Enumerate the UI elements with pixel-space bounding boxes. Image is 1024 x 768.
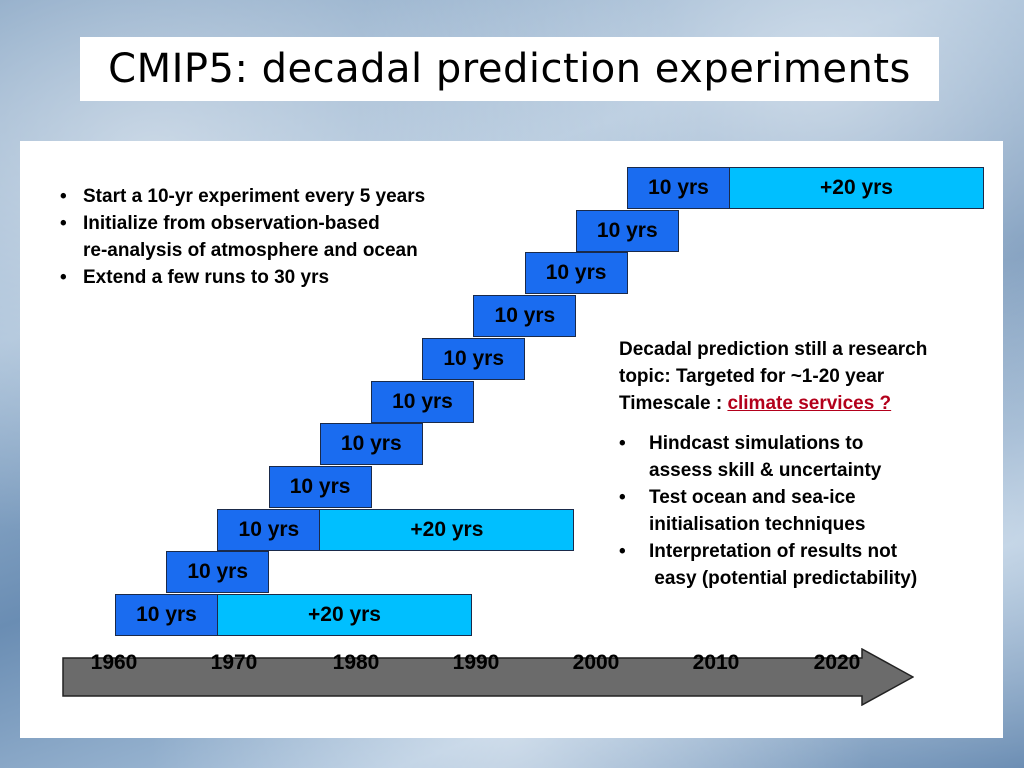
run-bar: 10 yrs <box>268 465 372 508</box>
bullet-text: Test ocean and sea-ice <box>649 487 856 508</box>
run-bar: 10 yrs <box>371 380 474 423</box>
timeline-arrow <box>62 648 914 706</box>
year-label: 1990 <box>452 651 500 674</box>
year-label: 2010 <box>692 651 740 674</box>
bullet-text: Extend a few runs to 30 yrs <box>83 267 330 288</box>
bullet-item: Hindcast simulations to assess skill & un… <box>619 430 1019 484</box>
bullet-text-continuation: re-analysis of atmosphere and ocean <box>83 240 418 261</box>
bullet-text-continuation: easy (potential predictability) <box>649 568 918 589</box>
bullet-text: Start a 10-yr experiment every 5 years <box>83 186 426 207</box>
year-label: 1970 <box>210 651 258 674</box>
bullet-text: Hindcast simulations to <box>649 433 864 454</box>
extension-bar: +20 yrs <box>319 508 575 551</box>
note-line: topic: Targeted for ~1-20 year <box>619 366 885 387</box>
bullet-text-continuation: assess skill & uncertainty <box>649 460 882 481</box>
highlight-text: climate services ? <box>727 393 892 414</box>
right-bullet-list: Hindcast simulations to assess skill & un… <box>619 430 1019 592</box>
left-bullet-list: Start a 10-yr experiment every 5 years I… <box>56 183 516 291</box>
run-bar: 10 yrs <box>524 252 628 295</box>
bullet-text: Initialize from observation-based <box>83 213 380 234</box>
note-prefix: Timescale : <box>619 393 728 414</box>
bullet-text: Interpretation of results not <box>649 541 898 562</box>
year-label: 2020 <box>813 651 861 674</box>
year-label: 2000 <box>572 651 620 674</box>
bullet-item: Initialize from observation-based re-anal… <box>56 210 516 264</box>
run-bar: 10 yrs <box>217 508 321 551</box>
run-bar: 10 yrs <box>115 594 218 636</box>
year-label: 1980 <box>332 651 380 674</box>
run-bar: 10 yrs <box>575 209 679 252</box>
run-bar: 10 yrs <box>473 295 577 338</box>
note-line: Timescale : climate services ? <box>619 390 1009 417</box>
note-line: Decadal prediction still a research <box>619 339 928 360</box>
run-bar: 10 yrs <box>422 337 526 380</box>
run-bar: 10 yrs <box>166 551 270 594</box>
extension-bar: +20 yrs <box>217 594 472 636</box>
research-note: Decadal prediction still a research topi… <box>619 336 1009 417</box>
bullet-item: Extend a few runs to 30 yrs <box>56 264 516 291</box>
extension-bar: +20 yrs <box>729 167 984 209</box>
run-bar: 10 yrs <box>319 423 423 466</box>
bullet-item: Interpretation of results not easy (pote… <box>619 538 1019 592</box>
year-label: 1960 <box>90 651 138 674</box>
bullet-item: Start a 10-yr experiment every 5 years <box>56 183 516 210</box>
run-bar: 10 yrs <box>627 167 730 209</box>
slide-title: CMIP5: decadal prediction experiments <box>108 46 911 92</box>
bullet-item: Test ocean and sea-ice initialisation tec… <box>619 484 1019 538</box>
title-box: CMIP5: decadal prediction experiments <box>80 37 939 101</box>
bullet-text-continuation: initialisation techniques <box>649 514 866 535</box>
